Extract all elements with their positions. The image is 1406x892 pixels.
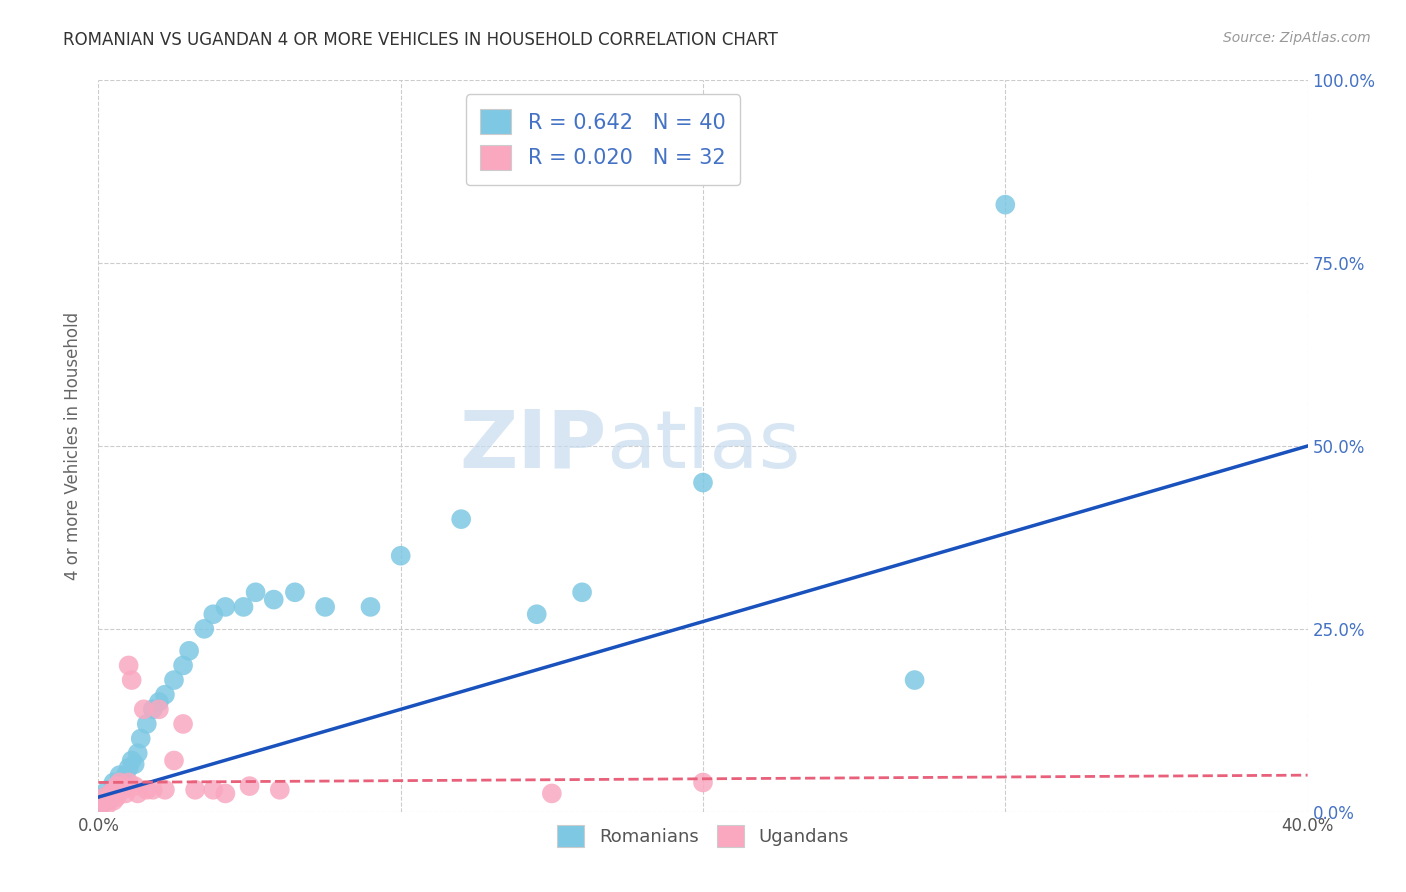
Point (103, 787, 125, 801)
Point (193, 622, 215, 636)
Point (389, 549, 412, 563)
Point (96, 794, 118, 808)
Point (103, 794, 125, 808)
Point (202, 607, 225, 622)
Point (202, 782, 225, 797)
Point (105, 782, 128, 797)
Point (90, 797, 112, 812)
Point (450, 512, 472, 526)
Point (114, 787, 136, 801)
Point (111, 775, 134, 789)
Point (269, 782, 291, 797)
Point (90, 797, 112, 812)
Point (284, 585, 307, 599)
Legend: Romanians, Ugandans: Romanians, Ugandans (550, 817, 856, 854)
Point (118, 658, 141, 673)
Point (692, 775, 714, 789)
Point (96, 797, 118, 812)
Point (232, 599, 254, 614)
Text: atlas: atlas (606, 407, 800, 485)
Point (148, 695, 170, 709)
Point (263, 592, 285, 607)
Point (179, 644, 201, 658)
Point (124, 779, 146, 793)
Point (692, 475, 714, 490)
Point (124, 757, 146, 772)
Point (111, 782, 134, 797)
Point (114, 768, 136, 782)
Point (153, 688, 176, 702)
Point (93, 790, 115, 805)
Point (163, 673, 186, 687)
Point (132, 702, 155, 716)
Point (994, 197, 1017, 211)
Point (360, 599, 382, 614)
Point (108, 779, 131, 793)
Point (103, 775, 125, 789)
Point (118, 775, 141, 789)
Point (540, 787, 562, 801)
Point (100, 790, 122, 805)
Text: ROMANIAN VS UGANDAN 4 OR MORE VEHICLES IN HOUSEHOLD CORRELATION CHART: ROMANIAN VS UGANDAN 4 OR MORE VEHICLES I… (63, 31, 778, 49)
Text: Source: ZipAtlas.com: Source: ZipAtlas.com (1223, 31, 1371, 45)
Point (108, 775, 131, 789)
Point (121, 754, 143, 768)
Point (135, 717, 157, 731)
Point (239, 779, 262, 793)
Point (127, 746, 149, 760)
Point (108, 768, 131, 782)
Point (142, 702, 165, 716)
Point (172, 658, 194, 673)
Point (105, 790, 128, 805)
Point (121, 673, 143, 687)
Point (314, 599, 336, 614)
Point (153, 782, 176, 797)
Point (214, 787, 236, 801)
Point (245, 585, 267, 599)
Point (100, 790, 122, 805)
Point (904, 673, 927, 687)
Point (96, 782, 118, 797)
Point (93, 794, 115, 808)
Point (184, 782, 207, 797)
Point (93, 790, 115, 805)
Point (571, 585, 593, 599)
Point (214, 599, 236, 614)
Point (163, 754, 186, 768)
Point (103, 782, 125, 797)
Point (100, 787, 122, 801)
Text: ZIP: ZIP (458, 407, 606, 485)
Point (526, 607, 548, 622)
Point (142, 782, 165, 797)
Point (127, 787, 149, 801)
Point (118, 761, 141, 775)
Point (129, 731, 152, 746)
Point (135, 782, 157, 797)
Point (172, 717, 194, 731)
Point (105, 779, 128, 793)
Y-axis label: 4 or more Vehicles in Household: 4 or more Vehicles in Household (65, 312, 83, 580)
Point (148, 702, 170, 716)
